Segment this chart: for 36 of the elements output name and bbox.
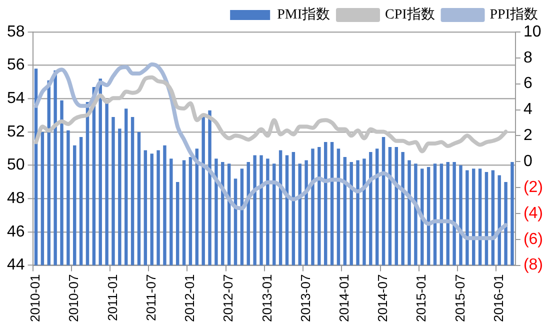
y-tick-label: 56 bbox=[7, 56, 25, 74]
y2-tick-label: (6) bbox=[523, 230, 544, 248]
y-tick-label: 58 bbox=[7, 23, 25, 40]
legend-label: CPI指数 bbox=[384, 6, 435, 23]
x-tick-label: 2010-01 bbox=[28, 274, 43, 322]
y2-tick-label: 6 bbox=[523, 75, 532, 92]
y2-tick-label: (4) bbox=[523, 204, 544, 222]
line-series bbox=[34, 75, 508, 154]
x-tick-label: 2015-01 bbox=[414, 274, 429, 322]
line-series bbox=[34, 62, 508, 240]
y-tick-label: 48 bbox=[7, 190, 25, 208]
y-tick-label: 44 bbox=[7, 256, 25, 274]
y2-tick-label: 4 bbox=[523, 101, 532, 118]
x-tick-label: 2016-01 bbox=[490, 274, 506, 322]
legend-label: PPI指数 bbox=[490, 6, 538, 23]
x-tick-label: 2011-07 bbox=[143, 274, 158, 322]
x-tick-label: 2014-01 bbox=[336, 274, 352, 322]
y2-tick-label: 8 bbox=[523, 49, 532, 66]
y2-tick-label: (2) bbox=[523, 178, 544, 196]
y-tick-label: 52 bbox=[7, 123, 25, 140]
y2-tick-label: 2 bbox=[523, 127, 532, 144]
y2-tick-label: 10 bbox=[523, 23, 542, 40]
y-tick-label: 46 bbox=[7, 223, 25, 240]
x-tick-label: 2013-01 bbox=[259, 274, 274, 322]
y2-tick-label: (8) bbox=[523, 256, 544, 274]
x-tick-label: 2014-07 bbox=[375, 274, 390, 322]
x-tick-label: 2012-01 bbox=[182, 274, 198, 322]
y-tick-label: 50 bbox=[7, 156, 25, 174]
x-tick-label: 2011-01 bbox=[104, 274, 120, 322]
y-tick-label: 54 bbox=[7, 90, 25, 108]
x-tick-label: 2015-07 bbox=[452, 274, 468, 322]
y2-tick-label: 0 bbox=[523, 153, 532, 170]
x-tick-label: 2010-07 bbox=[66, 274, 82, 322]
legend-label: PMI指数 bbox=[277, 6, 330, 23]
x-tick-label: 2013-07 bbox=[298, 274, 313, 322]
x-tick-label: 2012-07 bbox=[220, 274, 236, 322]
